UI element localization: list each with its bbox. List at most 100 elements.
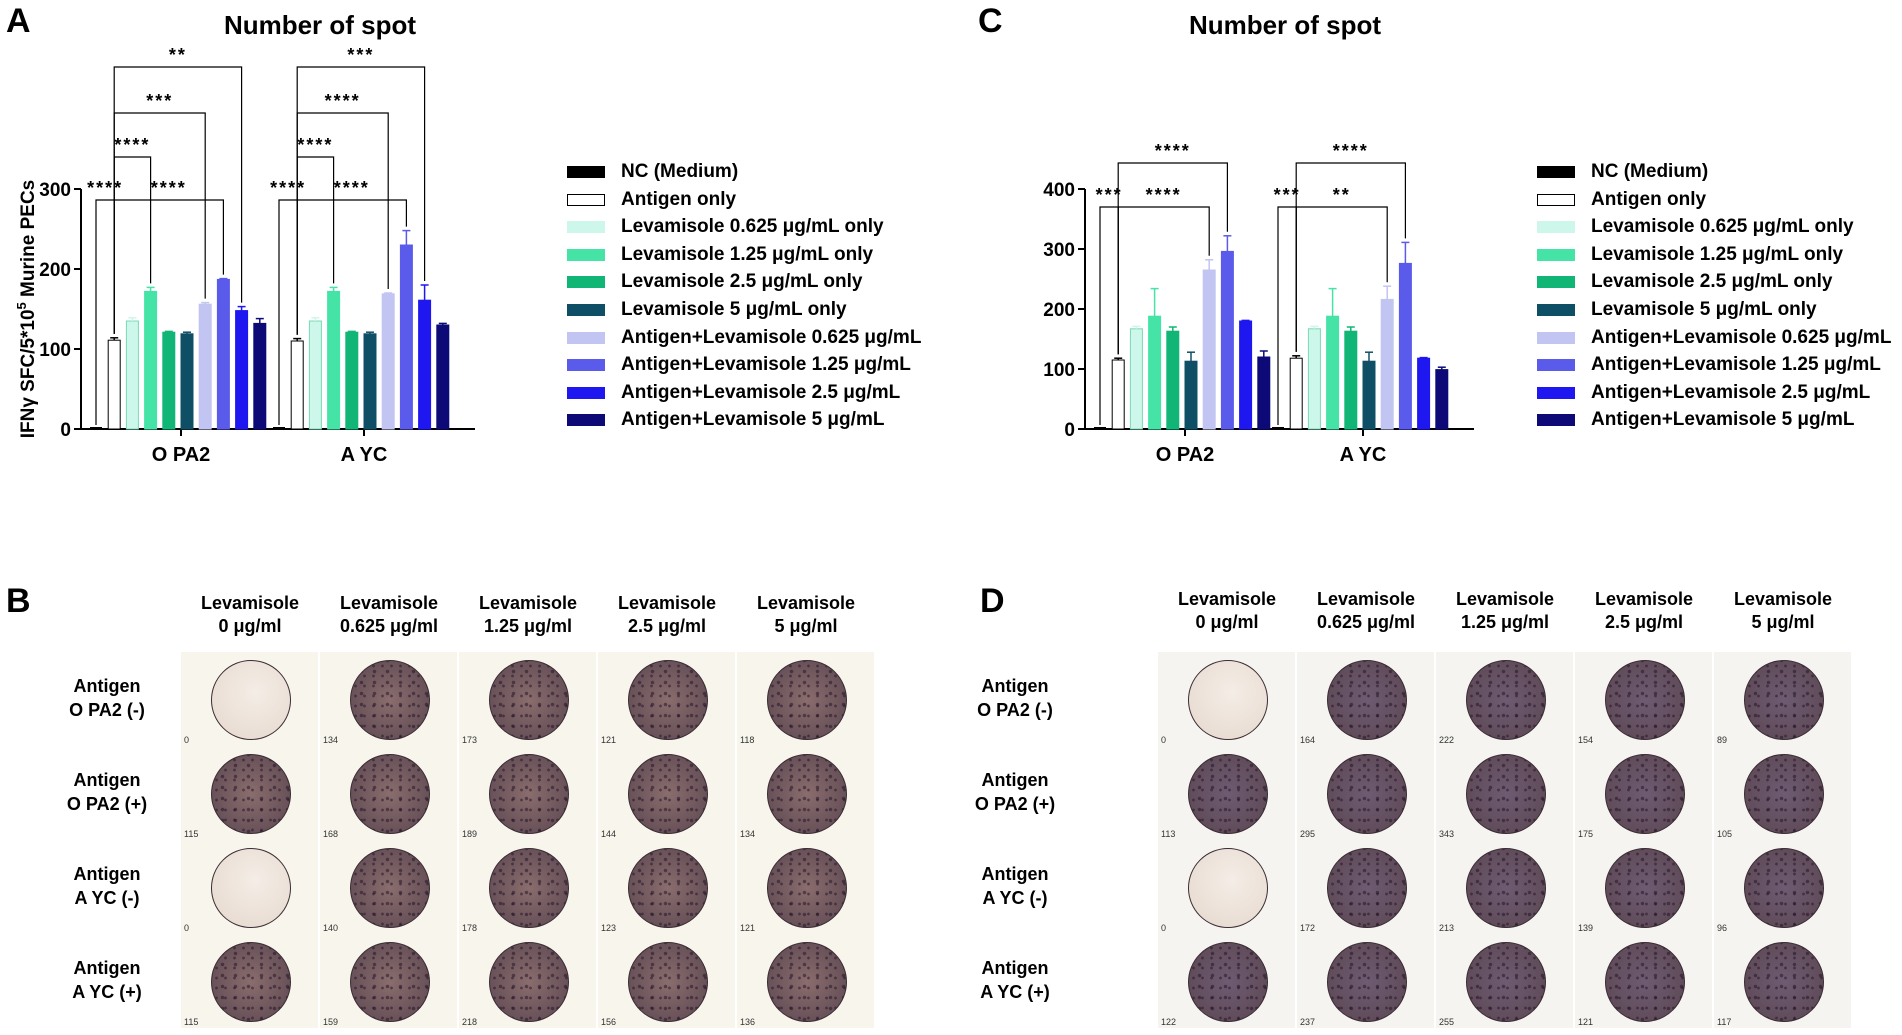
bar	[144, 290, 158, 430]
row-header: Antigen A YC (+)	[72, 958, 142, 1002]
spot-count: 172	[1300, 923, 1316, 933]
legend-swatch	[567, 331, 605, 344]
well-cell: 144	[598, 746, 735, 840]
spot-count: 140	[323, 923, 339, 933]
panel-letter-d: D	[980, 582, 1005, 620]
row-header: Antigen O PA2 (-)	[977, 676, 1053, 720]
spot-count: 175	[1578, 829, 1594, 839]
spot-count: 295	[1300, 829, 1316, 839]
legend-label: NC (Medium)	[1591, 161, 1709, 182]
bar	[327, 290, 341, 430]
elispot-well	[350, 942, 430, 1022]
chart-a-title: Number of spot	[223, 10, 417, 40]
legend-label: Levamisole 5 μg/mL only	[621, 299, 847, 320]
bar	[1417, 357, 1431, 430]
well-cell: 118	[737, 652, 874, 746]
legend-swatch	[1537, 331, 1575, 344]
legend-label: Levamisole 2.5 μg/mL only	[1591, 271, 1833, 293]
well-cell: 175	[1575, 746, 1712, 840]
well-cell: 218	[459, 934, 596, 1028]
bar	[1326, 315, 1340, 430]
bar	[1239, 320, 1253, 430]
spot-count: 154	[1578, 735, 1594, 745]
row-header: Antigen A YC (+)	[980, 958, 1050, 1002]
bar	[1111, 359, 1125, 430]
elispot-well	[489, 942, 569, 1022]
legend-label: NC (Medium)	[621, 161, 739, 182]
bar	[162, 331, 176, 430]
legend-item: Antigen+Levamisole 5 μg/mL	[1537, 408, 1854, 432]
elispot-well	[350, 660, 430, 740]
elispot-well	[628, 848, 708, 928]
bar	[418, 299, 432, 430]
y-tick-label: 200	[39, 260, 71, 281]
bar	[1344, 330, 1358, 430]
spot-count: 96	[1717, 923, 1728, 933]
well-cell: 140	[320, 840, 457, 934]
well-cell: 121	[598, 652, 735, 746]
well-cell: 115	[181, 746, 318, 840]
bar	[90, 427, 102, 429]
legend-item: Antigen+Levamisole 1.25 μg/mL	[567, 353, 911, 377]
y-tick-label: 0	[1064, 420, 1075, 441]
bar	[1362, 360, 1376, 430]
y-tick-label: 300	[1043, 240, 1075, 261]
legend-item: Antigen+Levamisole 1.25 μg/mL	[1537, 353, 1881, 377]
elispot-well	[1744, 660, 1824, 740]
bar	[273, 427, 285, 429]
significance-bracket: ***	[296, 45, 426, 335]
spot-count: 121	[740, 923, 756, 933]
significance-label: ****	[1333, 141, 1369, 161]
spot-count: 237	[1300, 1017, 1316, 1027]
legend-swatch	[567, 276, 605, 289]
row-header: Antigen O PA2 (-)	[69, 676, 145, 720]
well-cell: 113	[1158, 746, 1295, 840]
legend-item: Antigen+Levamisole 2.5 μg/mL	[567, 381, 900, 405]
bar	[1148, 315, 1162, 430]
bar	[1435, 369, 1449, 430]
legend-label: Antigen only	[1591, 188, 1707, 210]
legend-swatch	[567, 193, 605, 206]
legend-label: Levamisole 0.625 μg/mL only	[621, 216, 884, 238]
y-tick-label: 400	[1043, 180, 1075, 201]
elispot-well	[1744, 942, 1824, 1022]
significance-label: ****	[87, 178, 123, 198]
well-cell: 164	[1297, 652, 1434, 746]
elispot-well	[211, 754, 291, 834]
well-cell: 156	[598, 934, 735, 1028]
spot-count: 222	[1439, 735, 1455, 745]
spot-count: 134	[740, 829, 756, 839]
significance-bracket: **	[1295, 185, 1388, 352]
well-cell: 154	[1575, 652, 1712, 746]
spot-count: 0	[184, 923, 190, 933]
spot-count: 168	[323, 829, 339, 839]
legend-swatch	[1537, 276, 1575, 289]
legend-swatch	[1537, 166, 1575, 178]
elispot-well	[767, 660, 847, 740]
legend-label: Antigen+Levamisole 1.25 μg/mL	[1591, 354, 1881, 376]
well-cell: 121	[1575, 934, 1712, 1028]
significance-bracket: ****	[1117, 141, 1228, 355]
spot-count: 89	[1717, 735, 1728, 745]
legend-item: Levamisole 2.5 μg/mL only	[1537, 270, 1832, 294]
well-grid-b: Levamisole 0 μg/ml Levamisole 0.625 μg/ml…	[0, 585, 900, 1035]
bar	[198, 303, 212, 430]
elispot-well	[767, 942, 847, 1022]
significance-label: ****	[270, 178, 306, 198]
elispot-well	[350, 848, 430, 928]
spot-count: 0	[1161, 923, 1167, 933]
spot-count: 178	[462, 923, 478, 933]
legend-item: Levamisole 0.625 μg/mL only	[567, 215, 884, 239]
bar	[107, 339, 121, 430]
legend-label: Antigen only	[621, 188, 737, 210]
elispot-well	[1744, 754, 1824, 834]
legend-label: Antigen+Levamisole 1.25 μg/mL	[621, 354, 911, 376]
legend-item: Antigen only	[567, 188, 736, 212]
spot-count: 105	[1717, 829, 1733, 839]
column-header: Levamisole 0.625 μg/ml	[339, 593, 439, 636]
spot-count: 113	[1161, 829, 1176, 839]
bracket-line	[296, 66, 426, 335]
legend-c: NC (Medium) Antigen only Levamisole 0.625 …	[1537, 161, 1897, 538]
significance-label: **	[1333, 185, 1351, 205]
y-axis-label: IFNγ SFC/5*105 Murine PECs	[14, 180, 39, 439]
